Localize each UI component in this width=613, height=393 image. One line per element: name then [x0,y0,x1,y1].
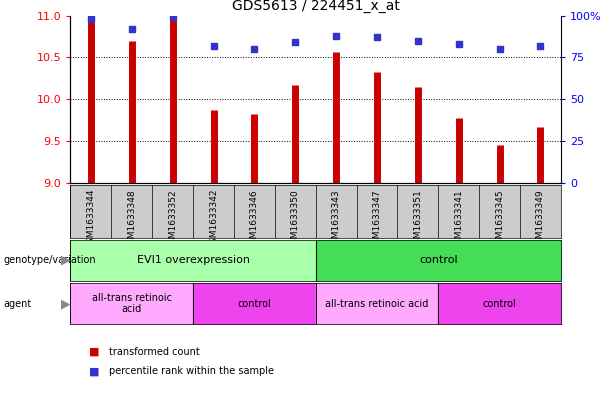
Text: percentile rank within the sample: percentile rank within the sample [109,366,273,376]
Text: ▶: ▶ [61,254,71,267]
Point [495,46,504,52]
Text: GSM1633343: GSM1633343 [332,189,341,250]
Text: all-trans retinoic acid: all-trans retinoic acid [326,299,428,309]
Point [536,42,546,49]
Title: GDS5613 / 224451_x_at: GDS5613 / 224451_x_at [232,0,400,13]
Point [454,41,463,47]
Point [127,26,137,32]
Point [331,33,341,39]
Text: ■: ■ [89,347,99,357]
Point [372,34,382,40]
Point [249,46,259,52]
Text: genotype/variation: genotype/variation [3,255,96,265]
Point [413,38,423,44]
Text: all-trans retinoic
acid: all-trans retinoic acid [92,293,172,314]
Text: control: control [237,299,272,309]
Text: control: control [419,255,458,265]
Text: GSM1633352: GSM1633352 [168,189,177,250]
Text: GSM1633345: GSM1633345 [495,189,504,250]
Text: ▶: ▶ [61,297,71,310]
Point [291,39,300,46]
Text: ■: ■ [89,366,99,376]
Text: GSM1633349: GSM1633349 [536,189,545,250]
Text: GSM1633347: GSM1633347 [373,189,381,250]
Text: GSM1633348: GSM1633348 [128,189,136,250]
Text: GSM1633341: GSM1633341 [454,189,463,250]
Text: GSM1633350: GSM1633350 [291,189,300,250]
Text: GSM1633342: GSM1633342 [209,189,218,250]
Text: GSM1633351: GSM1633351 [413,189,422,250]
Text: GSM1633346: GSM1633346 [250,189,259,250]
Point [208,42,218,49]
Text: control: control [482,299,517,309]
Point [168,14,178,20]
Text: GSM1633344: GSM1633344 [86,189,96,250]
Text: EVI1 overexpression: EVI1 overexpression [137,255,249,265]
Text: transformed count: transformed count [109,347,199,357]
Text: agent: agent [3,299,31,309]
Point [86,16,96,22]
